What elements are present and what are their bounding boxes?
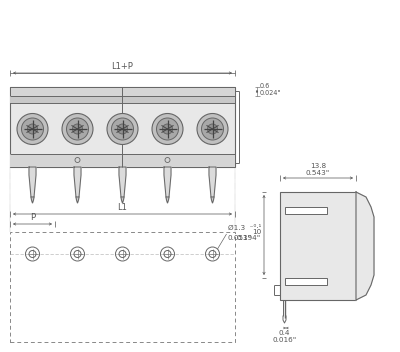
- Circle shape: [202, 118, 224, 140]
- Bar: [10, 232, 235, 342]
- Circle shape: [156, 118, 178, 140]
- Circle shape: [28, 124, 38, 134]
- Text: L1: L1: [118, 203, 128, 212]
- Polygon shape: [74, 167, 81, 197]
- Bar: [10, 154, 235, 167]
- Circle shape: [72, 124, 82, 134]
- Circle shape: [22, 118, 44, 140]
- Circle shape: [17, 113, 48, 145]
- Circle shape: [197, 113, 228, 145]
- Bar: [10, 96, 235, 103]
- Circle shape: [208, 124, 218, 134]
- Circle shape: [107, 113, 138, 145]
- Circle shape: [66, 118, 88, 140]
- Circle shape: [118, 124, 128, 134]
- Bar: [10, 87, 235, 96]
- Text: 13.8
0.543": 13.8 0.543": [306, 163, 330, 176]
- Bar: [285, 278, 327, 285]
- Text: 0.4
0.016": 0.4 0.016": [272, 330, 297, 343]
- Text: 0.6
0.024": 0.6 0.024": [260, 83, 281, 96]
- Polygon shape: [209, 167, 216, 197]
- Polygon shape: [164, 167, 171, 197]
- Text: 10
0.394": 10 0.394": [237, 228, 261, 241]
- Polygon shape: [31, 197, 34, 203]
- Circle shape: [112, 118, 134, 140]
- Polygon shape: [121, 197, 124, 203]
- Text: L1+P: L1+P: [112, 62, 134, 71]
- Polygon shape: [166, 197, 169, 203]
- Text: 0.051": 0.051": [228, 235, 252, 241]
- Bar: [10, 87, 235, 167]
- Polygon shape: [76, 197, 79, 203]
- Circle shape: [162, 124, 172, 134]
- Text: P: P: [30, 213, 35, 222]
- Text: Ø1.3  ⁻⁰·¹: Ø1.3 ⁻⁰·¹: [228, 225, 261, 231]
- Polygon shape: [119, 167, 126, 197]
- Bar: [285, 207, 327, 214]
- Polygon shape: [29, 167, 36, 197]
- Circle shape: [62, 113, 93, 145]
- Polygon shape: [356, 192, 374, 300]
- Bar: [280, 192, 356, 300]
- Circle shape: [152, 113, 183, 145]
- Polygon shape: [211, 197, 214, 203]
